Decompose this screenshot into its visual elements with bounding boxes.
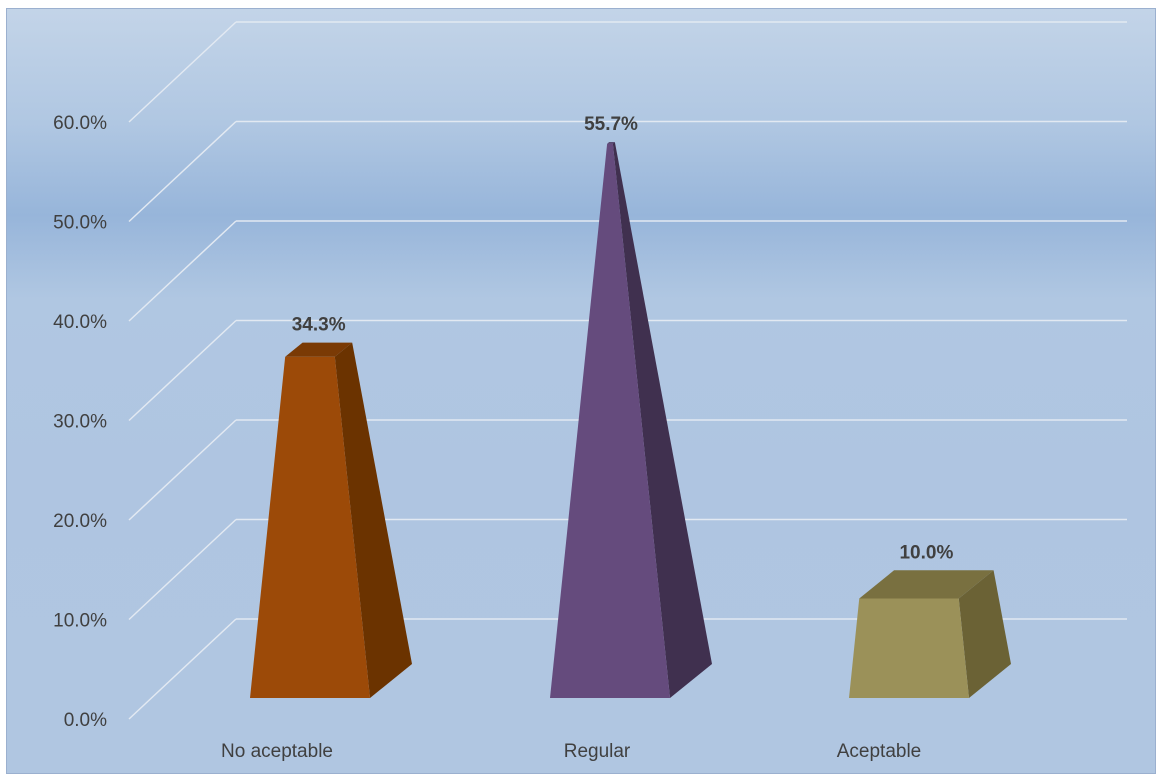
data-label: 10.0% [899, 542, 953, 563]
bar-side-face [612, 142, 712, 698]
y-tick-label: 10.0% [53, 611, 107, 632]
category-label: Aceptable [837, 741, 922, 762]
bar-side-face [958, 570, 1011, 698]
bar-top-face [285, 342, 353, 357]
data-label: 55.7% [584, 114, 638, 135]
bar-top-face [859, 570, 994, 599]
bar-1 [550, 142, 712, 698]
gridline-diagonal [128, 518, 237, 621]
gridline-diagonal [128, 419, 237, 521]
gridline-diagonal [128, 220, 237, 322]
gridline-diagonal [128, 120, 237, 223]
gridlines [128, 21, 1127, 720]
gridline-diagonal [128, 319, 237, 422]
gridline-diagonal [128, 21, 237, 123]
category-label: Regular [564, 741, 631, 762]
bar-2 [849, 570, 1011, 698]
bar-0 [250, 342, 412, 698]
bar-side-face [334, 342, 412, 698]
bars [250, 142, 1011, 698]
y-tick-label: 30.0% [53, 412, 107, 433]
chart-area: 0.0% 10.0% 20.0% 30.0% 40.0% 50.0% 60.0% 34.3% 5… [6, 8, 1156, 774]
bar-front-face [849, 598, 969, 698]
y-tick-label: 60.0% [53, 113, 107, 134]
gridline-diagonal [128, 618, 237, 720]
y-tick-label: 20.0% [53, 511, 107, 532]
bar-front-face [250, 356, 370, 698]
x-axis-categories: No aceptable Regular Aceptable [221, 741, 921, 762]
y-tick-label: 0.0% [64, 710, 107, 731]
bar-top-face [607, 142, 615, 144]
chart-svg: 0.0% 10.0% 20.0% 30.0% 40.0% 50.0% 60.0% 34.3% 5… [53, 21, 1127, 762]
y-axis-ticks: 0.0% 10.0% 20.0% 30.0% 40.0% 50.0% 60.0% [53, 113, 107, 731]
data-label: 34.3% [292, 315, 346, 336]
y-tick-label: 40.0% [53, 312, 107, 333]
y-tick-label: 50.0% [53, 213, 107, 234]
bar-front-face [550, 143, 670, 698]
category-label: No aceptable [221, 741, 333, 762]
